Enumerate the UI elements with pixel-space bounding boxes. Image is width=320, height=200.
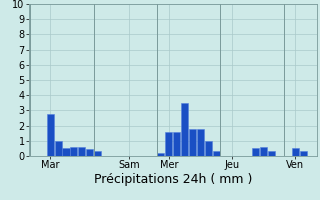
Bar [47, 114, 54, 156]
Bar [94, 151, 101, 156]
Bar [292, 148, 299, 156]
Bar [300, 151, 307, 156]
Bar [205, 141, 212, 156]
Bar [78, 147, 85, 156]
Bar [165, 132, 172, 156]
Bar [54, 141, 62, 156]
Bar [173, 132, 180, 156]
Bar [260, 147, 267, 156]
Bar [86, 149, 93, 156]
Bar [181, 103, 188, 156]
Bar [62, 148, 69, 156]
Bar [213, 151, 220, 156]
Bar [197, 129, 204, 156]
X-axis label: Précipitations 24h ( mm ): Précipitations 24h ( mm ) [94, 173, 252, 186]
Bar [252, 148, 260, 156]
Bar [70, 147, 77, 156]
Bar [189, 129, 196, 156]
Bar [157, 153, 164, 156]
Bar [268, 151, 275, 156]
